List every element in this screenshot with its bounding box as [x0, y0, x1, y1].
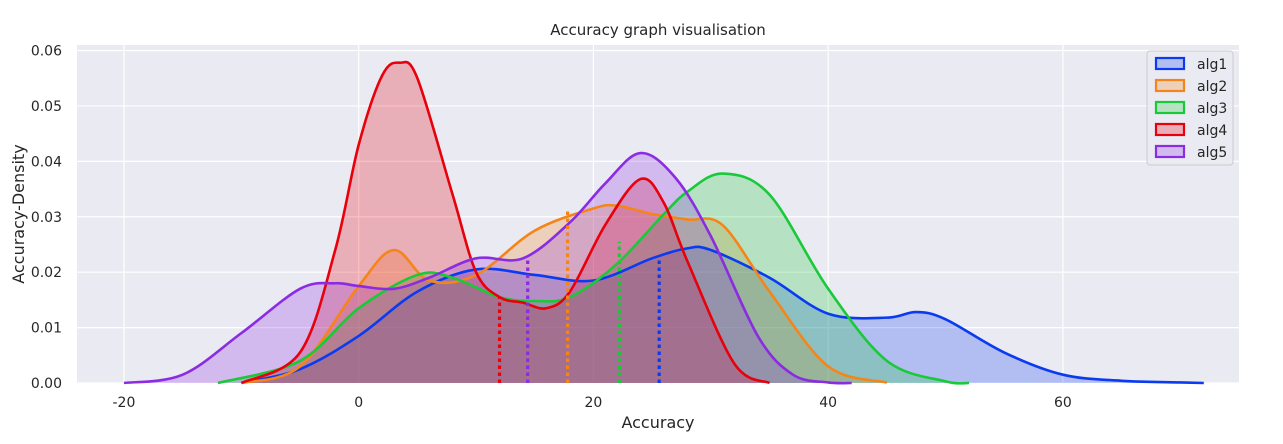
legend-swatch-alg1	[1154, 56, 1186, 71]
density-line-alg1	[241, 245, 1204, 385]
y-tick-label: 0.05	[31, 99, 62, 115]
x-axis-label: Accuracy	[621, 413, 694, 432]
density-area-alg4	[241, 62, 770, 383]
density-line-alg3	[217, 172, 970, 385]
x-tick-label: -20	[113, 395, 136, 411]
density-lines	[123, 60, 1204, 385]
x-tick-label: 20	[585, 395, 603, 411]
legend-label-alg2: alg2	[1197, 79, 1227, 95]
y-tick-label: 0.06	[31, 44, 62, 60]
x-tick-labels: -20 0 20 40 60	[113, 395, 1072, 411]
legend-label-alg5: alg5	[1197, 145, 1227, 161]
x-tick-label: 40	[819, 395, 837, 411]
density-line-alg4	[240, 60, 771, 385]
y-tick-label: 0.02	[31, 265, 62, 281]
grid-lines	[77, 45, 1239, 384]
legend-swatch-alg2	[1154, 78, 1186, 93]
legend: alg1 alg2 alg3 alg4 alg5	[1146, 50, 1234, 166]
legend-label-alg4: alg4	[1197, 123, 1227, 139]
legend-swatch-alg5	[1154, 144, 1186, 159]
density-line-alg5	[123, 151, 852, 385]
legend-label-alg3: alg3	[1197, 101, 1227, 117]
x-tick-label: 60	[1054, 395, 1072, 411]
chart-title: Accuracy graph visualisation	[550, 21, 766, 39]
y-tick-label: 0.04	[31, 154, 62, 170]
legend-swatch-alg3	[1154, 100, 1186, 115]
y-tick-label: 0.03	[31, 210, 62, 226]
density-area-alg2	[241, 205, 887, 383]
y-tick-label: 0.01	[31, 321, 62, 337]
y-tick-labels: 0.00 0.01 0.02 0.03 0.04 0.05 0.06	[31, 44, 62, 392]
y-tick-label: 0.00	[31, 376, 62, 392]
x-tick-label: 0	[354, 395, 363, 411]
density-area-alg3	[217, 173, 970, 384]
legend-label-alg1: alg1	[1197, 57, 1227, 73]
legend-swatch-alg4	[1154, 122, 1186, 137]
mean-markers	[497, 211, 661, 383]
y-axis-label: Accuracy-Density	[9, 144, 28, 283]
